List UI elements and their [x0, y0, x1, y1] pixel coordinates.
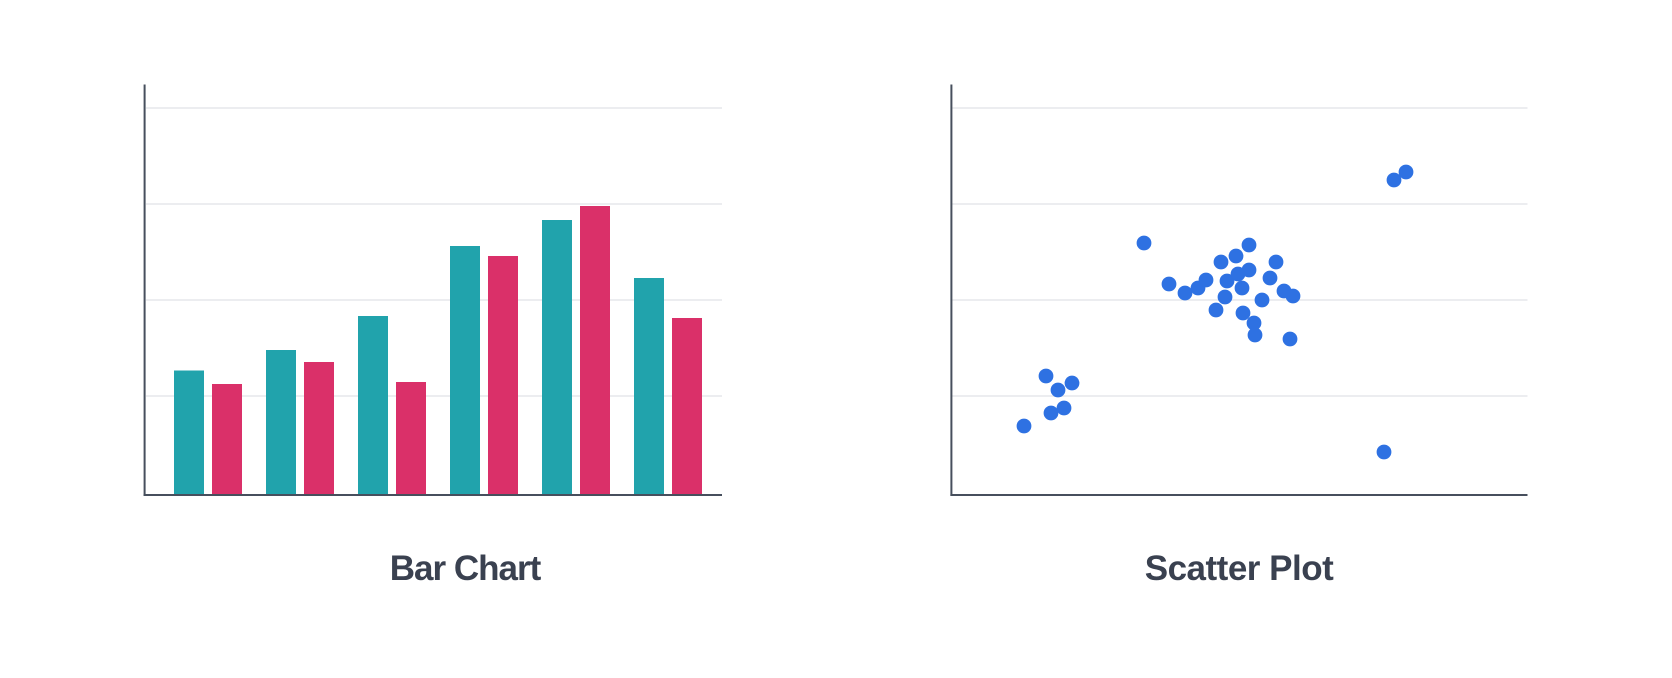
svg-text:Scatter Plot: Scatter Plot	[1145, 549, 1334, 588]
svg-text:Bar Chart: Bar Chart	[390, 549, 542, 588]
